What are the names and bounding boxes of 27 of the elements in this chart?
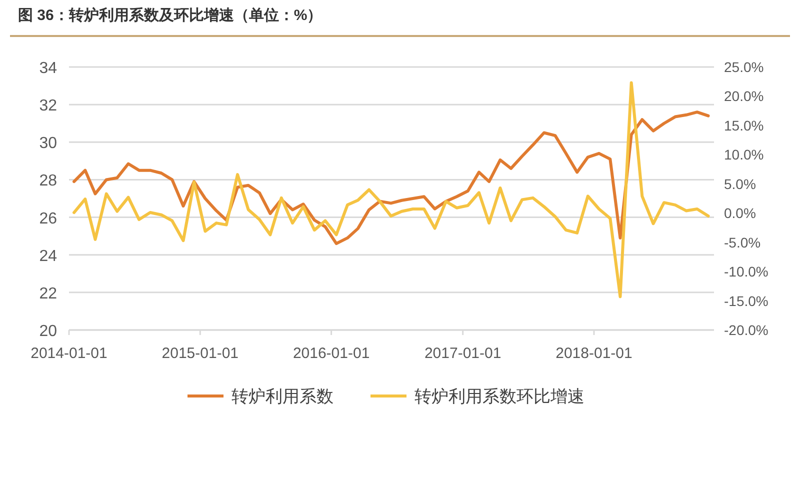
y-tick-label: 30 xyxy=(39,135,58,152)
y2-tick-label: 15.0% xyxy=(724,117,764,134)
y2-tick-label: -10.0% xyxy=(724,264,768,280)
y-tick-label: 34 xyxy=(39,60,58,77)
x-tick-label: 2015-01-01 xyxy=(162,345,239,362)
x-tick-label: 2014-01-01 xyxy=(30,345,108,362)
legend-label: 转炉利用系数环比增速 xyxy=(414,387,584,406)
y2-tick-label: -20.0% xyxy=(724,322,768,338)
y2-tick-label: -15.0% xyxy=(724,292,768,309)
y-tick-label: 20 xyxy=(39,323,58,340)
y-tick-label: 22 xyxy=(39,285,58,302)
y2-tick-label: 10.0% xyxy=(724,146,764,163)
x-tick-label: 2017-01-01 xyxy=(424,345,502,362)
line-series xyxy=(72,81,710,298)
y2-tick-label: 5.0% xyxy=(724,176,756,192)
y-tick-label: 32 xyxy=(39,98,58,115)
y2-tick-label: 25.0% xyxy=(724,59,764,75)
y-tick-label: 24 xyxy=(39,248,58,265)
y-tick-label: 26 xyxy=(39,210,58,228)
legend-label: 转炉利用系数 xyxy=(232,387,334,406)
y2-tick-label: -5.0% xyxy=(724,234,761,250)
y2-tick-label: 0.0% xyxy=(724,205,756,222)
y-tick-label: 28 xyxy=(39,172,58,190)
x-tick-label: 2016-01-01 xyxy=(292,345,370,362)
chart-title: 图 36：转炉利用系数及环比增速（单位：%） xyxy=(18,6,322,25)
y2-tick-label: 20.0% xyxy=(724,88,764,104)
x-tick-label: 2018-01-01 xyxy=(556,345,632,362)
